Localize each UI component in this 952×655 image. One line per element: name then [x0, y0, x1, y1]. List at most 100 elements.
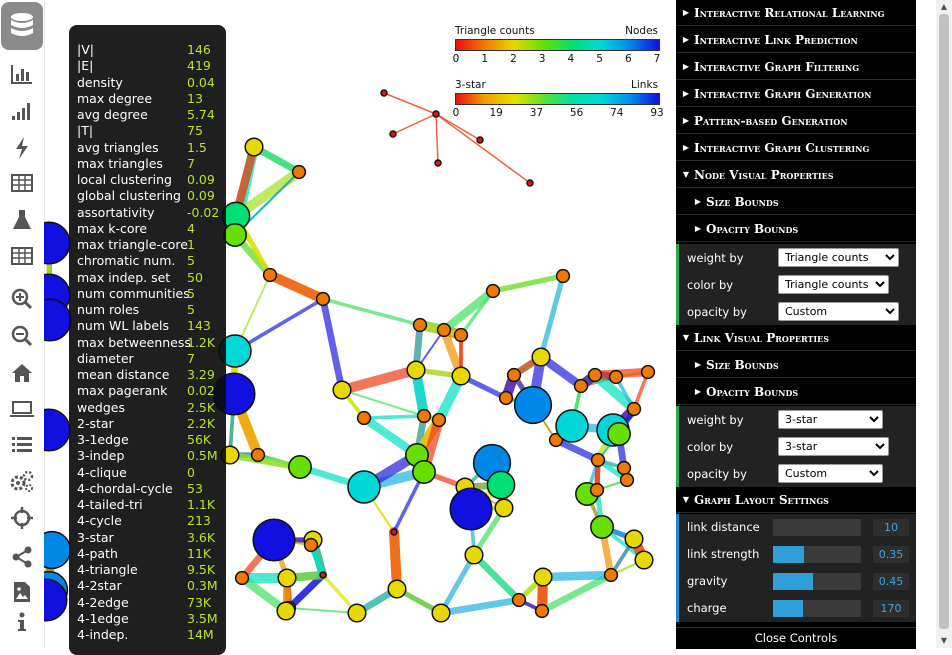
graph-link[interactable] — [435, 113, 439, 164]
graph-node[interactable] — [276, 601, 296, 621]
slider-value[interactable]: 170 — [873, 600, 909, 617]
home-icon[interactable] — [2, 356, 42, 390]
graph-link[interactable] — [265, 270, 328, 304]
laptop-icon[interactable] — [2, 392, 42, 426]
graph-node[interactable] — [485, 283, 501, 299]
graph-node[interactable] — [431, 603, 451, 623]
graph-link[interactable] — [362, 414, 426, 420]
graph-node[interactable] — [332, 380, 352, 400]
graph-node[interactable] — [356, 410, 372, 426]
graph-node[interactable] — [252, 518, 296, 562]
graph-network[interactable] — [44, 0, 676, 648]
graph-node[interactable] — [607, 422, 631, 446]
section-pattern-generation[interactable]: ▶ Pattern-based Generation — [676, 108, 916, 134]
graph-node[interactable] — [626, 401, 642, 417]
graph-node[interactable] — [555, 268, 571, 284]
graph-node[interactable] — [486, 470, 516, 500]
slider-track[interactable] — [773, 546, 861, 563]
link-size-bounds[interactable]: ▶ Size Bounds — [676, 352, 916, 378]
graph-link[interactable] — [439, 286, 498, 335]
flask-icon[interactable] — [2, 203, 42, 237]
graph-node[interactable] — [494, 498, 514, 518]
graph-link[interactable] — [233, 297, 325, 353]
graph-node[interactable] — [416, 408, 432, 424]
cogs-icon[interactable] — [2, 465, 42, 499]
graph-node[interactable] — [44, 530, 72, 570]
node-opacity-by-select[interactable]: Custom — [778, 302, 899, 321]
image-icon[interactable] — [2, 575, 42, 609]
link-opacity-by-select[interactable]: Custom — [778, 464, 883, 483]
slider-value[interactable]: 10 — [873, 519, 909, 536]
graph-node[interactable] — [262, 267, 278, 283]
graph-node[interactable] — [603, 567, 619, 583]
crosshair-icon[interactable] — [2, 501, 42, 535]
graph-node[interactable] — [464, 545, 484, 565]
graph-node[interactable] — [44, 578, 68, 622]
list-icon[interactable] — [2, 427, 42, 461]
page-scrollbar[interactable]: ▲ ▼ — [936, 0, 952, 648]
graph-node[interactable] — [634, 550, 654, 570]
graph-node[interactable] — [291, 164, 307, 180]
graph-node[interactable] — [390, 528, 398, 536]
graph-link[interactable] — [538, 571, 615, 615]
graph-link[interactable] — [321, 297, 422, 327]
graph-node[interactable] — [412, 460, 436, 484]
section-link-visual-properties[interactable]: ▼ Link Visual Properties — [676, 325, 916, 351]
graph-node[interactable] — [347, 470, 381, 504]
graph-link[interactable] — [392, 113, 437, 135]
slider-track[interactable] — [773, 573, 861, 590]
graph-link[interactable] — [590, 370, 639, 414]
link-color-by-select[interactable]: 3-star — [778, 437, 889, 456]
graph-node[interactable] — [431, 412, 447, 428]
node-color-by-select[interactable]: Triangle counts — [778, 275, 889, 294]
graph-node[interactable] — [624, 529, 644, 549]
graph-node[interactable] — [436, 322, 452, 338]
graph-node[interactable] — [531, 347, 551, 367]
graph-node[interactable] — [616, 460, 632, 476]
graph-node[interactable] — [506, 367, 522, 383]
graph-node[interactable] — [412, 317, 428, 333]
section-graph-layout-settings[interactable]: ▼ Graph Layout Settings — [676, 487, 916, 513]
graph-node[interactable] — [526, 179, 534, 187]
graph-node[interactable] — [347, 603, 367, 623]
graph-link[interactable] — [538, 570, 616, 582]
scrollbar-thumb[interactable] — [939, 14, 949, 629]
section-graph-filtering[interactable]: ▶ Interactive Graph Filtering — [676, 54, 916, 80]
section-link-prediction[interactable]: ▶ Interactive Link Prediction — [676, 27, 916, 53]
zoom-in-icon[interactable] — [2, 282, 42, 316]
graph-node[interactable] — [511, 592, 527, 608]
graph-node[interactable] — [640, 364, 656, 380]
graph-node[interactable] — [319, 571, 327, 579]
graph-node[interactable] — [533, 567, 553, 587]
section-graph-clustering[interactable]: ▶ Interactive Graph Clustering — [676, 135, 916, 161]
database-icon[interactable] — [1, 2, 43, 50]
graph-node[interactable] — [223, 223, 247, 247]
graph-node[interactable] — [303, 537, 319, 553]
graph-node[interactable] — [476, 136, 484, 144]
graph-node[interactable] — [587, 367, 603, 383]
graph-link[interactable] — [552, 436, 602, 464]
graph-node[interactable] — [590, 515, 614, 539]
graph-link[interactable] — [288, 607, 358, 614]
table-icon[interactable] — [2, 166, 42, 200]
section-node-visual-properties[interactable]: ▼ Node Visual Properties — [676, 162, 916, 188]
graph-link[interactable] — [437, 596, 523, 617]
graph-node[interactable] — [573, 378, 589, 394]
node-size-bounds[interactable]: ▶ Size Bounds — [676, 189, 916, 215]
node-weight-by-select[interactable]: Triangle counts — [778, 248, 899, 267]
graph-node[interactable] — [44, 408, 71, 452]
graph-node[interactable] — [288, 455, 312, 479]
graph-node[interactable] — [555, 409, 589, 443]
graph-link[interactable] — [341, 389, 425, 417]
graph-link[interactable] — [383, 92, 437, 115]
graph-node[interactable] — [244, 137, 264, 157]
graph-node[interactable] — [277, 568, 297, 588]
graph-node[interactable] — [590, 452, 606, 468]
graph-link[interactable] — [337, 365, 421, 395]
graph-link[interactable] — [435, 113, 531, 184]
section-graph-generation[interactable]: ▶ Interactive Graph Generation — [676, 81, 916, 107]
graph-node[interactable] — [513, 385, 553, 425]
close-controls-button[interactable]: Close Controls — [676, 627, 916, 649]
section-relational-learning[interactable]: ▶ Interactive Relational Learning — [676, 0, 916, 26]
graph-link[interactable] — [470, 551, 523, 604]
